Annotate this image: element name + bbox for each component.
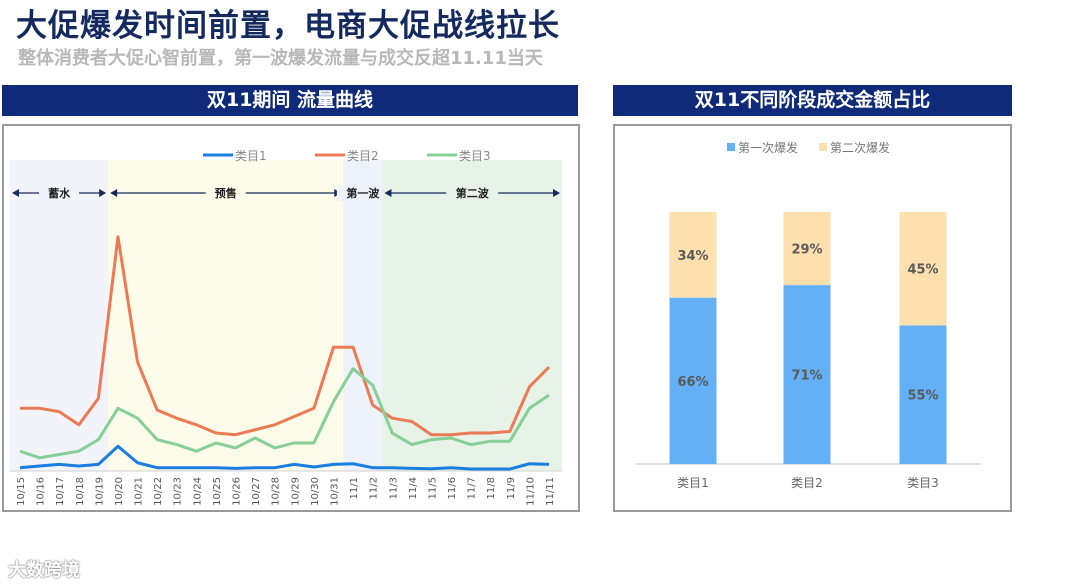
arrow-left-icon bbox=[12, 189, 19, 197]
bar-data-label: 45% bbox=[907, 263, 938, 278]
bar-data-label: 66% bbox=[677, 375, 708, 390]
x-tick-label: 类目3 bbox=[907, 476, 939, 490]
x-tick-label: 10/29 bbox=[290, 477, 301, 506]
legend-label: 类目3 bbox=[459, 149, 491, 163]
arrow-left-icon bbox=[110, 189, 118, 197]
x-tick-label: 11/11 bbox=[545, 477, 556, 506]
line-chart-header: 双11期间 流量曲线 bbox=[2, 85, 578, 116]
x-tick-label: 10/16 bbox=[36, 477, 47, 506]
x-tick-label: 10/31 bbox=[329, 477, 340, 506]
x-tick-label: 11/5 bbox=[427, 477, 438, 499]
phase-background bbox=[382, 160, 562, 471]
phase-label: 蓄水 bbox=[48, 186, 71, 200]
phase-label-bg bbox=[336, 185, 389, 201]
phase-label-bg bbox=[39, 185, 80, 201]
x-tick-label: 10/22 bbox=[153, 477, 164, 506]
x-tick-label: 11/2 bbox=[369, 477, 380, 499]
x-tick-label: 10/21 bbox=[134, 477, 145, 506]
phase-label: 预售 bbox=[215, 186, 237, 200]
phase-background bbox=[343, 160, 383, 471]
legend-label: 类目2 bbox=[347, 149, 379, 163]
x-tick-label: 类目2 bbox=[791, 476, 823, 490]
x-tick-label: 10/15 bbox=[16, 477, 27, 506]
bar-segment bbox=[669, 212, 717, 298]
x-tick-label: 10/19 bbox=[94, 477, 105, 506]
x-tick-label: 11/10 bbox=[525, 477, 536, 506]
phase-background bbox=[108, 160, 344, 471]
x-tick-label: 10/28 bbox=[271, 477, 282, 506]
x-tick-label: 10/26 bbox=[232, 477, 243, 506]
logo: 大数跨境 bbox=[8, 560, 80, 581]
arrow-left-icon bbox=[384, 189, 392, 197]
x-tick-label: 11/3 bbox=[388, 477, 399, 499]
x-tick-label: 类目1 bbox=[677, 476, 709, 490]
x-tick-label: 10/20 bbox=[114, 477, 125, 506]
phase-label-bg bbox=[205, 185, 246, 201]
x-tick-label: 10/18 bbox=[75, 477, 86, 506]
arrow-right-icon bbox=[553, 189, 560, 197]
bar-segment bbox=[669, 297, 717, 464]
legend-label: 第一次爆发 bbox=[738, 140, 798, 155]
x-tick-label: 11/6 bbox=[447, 477, 458, 499]
bar-segment bbox=[783, 212, 831, 286]
phase-background bbox=[10, 160, 109, 471]
x-tick-label: 10/27 bbox=[251, 477, 262, 506]
series-line-3 bbox=[19, 367, 550, 460]
legend-label: 类目1 bbox=[235, 149, 267, 163]
bar-segment bbox=[899, 325, 947, 464]
bar-data-label: 34% bbox=[677, 249, 708, 264]
phase-label: 第一波 bbox=[346, 186, 380, 200]
page-title: 大促爆发时间前置，电商大促战线拉长 bbox=[16, 8, 560, 44]
x-tick-label: 10/30 bbox=[310, 477, 321, 506]
x-tick-label: 10/25 bbox=[212, 477, 223, 506]
series-line-2 bbox=[20, 235, 551, 437]
x-tick-label: 11/8 bbox=[486, 477, 497, 499]
bar-segment bbox=[899, 212, 947, 326]
series-line-1 bbox=[19, 444, 550, 471]
phase-label-bg bbox=[446, 185, 499, 201]
x-tick-label: 11/1 bbox=[349, 477, 360, 499]
bar-chart-header: 双11不同阶段成交金额占比 bbox=[613, 85, 1012, 116]
phase-label: 第二波 bbox=[456, 186, 490, 200]
legend-swatch bbox=[819, 143, 827, 151]
x-tick-label: 11/4 bbox=[408, 477, 419, 499]
bar-data-label: 71% bbox=[791, 369, 822, 384]
x-tick-label: 10/23 bbox=[173, 477, 184, 506]
x-tick-label: 11/7 bbox=[467, 477, 478, 499]
bar-segment bbox=[783, 285, 831, 464]
x-tick-label: 10/17 bbox=[55, 477, 66, 506]
arrow-right-icon bbox=[99, 189, 107, 197]
bar-data-label: 55% bbox=[907, 389, 938, 404]
legend-swatch bbox=[727, 143, 735, 151]
x-tick-label: 10/24 bbox=[192, 477, 203, 506]
page-subtitle: 整体消费者大促心智前置，第一波爆发流量与成交反超11.11当天 bbox=[18, 48, 543, 69]
x-tick-label: 11/9 bbox=[506, 477, 517, 499]
bar-data-label: 29% bbox=[791, 243, 822, 258]
legend-label: 第二次爆发 bbox=[830, 140, 890, 155]
